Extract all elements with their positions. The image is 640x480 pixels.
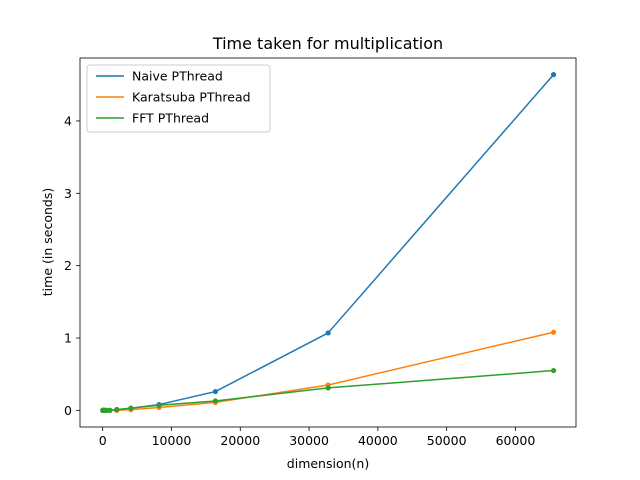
series-line [102, 331, 554, 412]
plot-frame [79, 57, 577, 428]
x-tick-label: 0 [99, 433, 107, 448]
data-point [114, 407, 120, 413]
x-tick-label: 40000 [358, 433, 398, 448]
data-point [325, 385, 331, 391]
data-point [107, 407, 113, 413]
chart-title: Time taken for multiplication [212, 34, 443, 53]
legend-label: FFT PThread [132, 111, 209, 126]
y-tick-label: 3 [64, 186, 72, 201]
legend-label: Naive PThread [132, 69, 223, 84]
x-tick-label: 30000 [289, 433, 329, 448]
legend-box [86, 64, 271, 133]
y-axis-label: time (in seconds) [40, 188, 55, 296]
data-point [550, 72, 557, 78]
plot-area [79, 57, 577, 428]
series-layer [100, 72, 557, 413]
x-tick-label: 60000 [496, 433, 536, 448]
series-karatsuba-pthread [100, 329, 557, 413]
y-tick-label: 2 [64, 258, 72, 273]
x-tick-label: 20000 [220, 433, 260, 448]
data-point [212, 388, 219, 395]
data-point [128, 405, 134, 411]
y-tick-label: 0 [64, 403, 72, 418]
data-point [550, 329, 557, 335]
data-point [156, 402, 162, 408]
legend-label: Karatsuba PThread [132, 90, 251, 105]
x-axis: 0 10000 20000 30000 40000 50000 60000 [99, 427, 536, 448]
y-axis: 0 1 2 3 4 [64, 113, 80, 418]
x-tick-label: 10000 [152, 433, 192, 448]
data-point [325, 330, 331, 336]
y-tick-label: 4 [64, 113, 72, 128]
y-tick-label: 1 [64, 331, 72, 346]
x-axis-label: dimension(n) [287, 456, 369, 471]
legend: Naive PThread Karatsuba PThread FFT PThrea… [86, 64, 271, 133]
x-tick-label: 50000 [427, 433, 467, 448]
series-fft-pthread [100, 367, 557, 413]
data-point [212, 398, 219, 404]
data-point [550, 367, 557, 374]
